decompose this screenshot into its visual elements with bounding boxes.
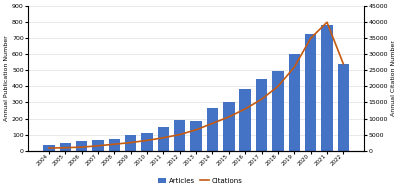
Bar bbox=[158, 127, 169, 151]
Citations bbox=[112, 143, 117, 145]
Citations bbox=[210, 122, 215, 124]
Bar bbox=[288, 54, 300, 151]
Bar bbox=[272, 71, 284, 151]
Bar bbox=[60, 143, 71, 151]
Citations bbox=[194, 129, 198, 131]
Y-axis label: Annual Publication Number: Annual Publication Number bbox=[4, 36, 9, 121]
Citations bbox=[325, 21, 330, 23]
Bar bbox=[141, 133, 153, 151]
Citations bbox=[145, 139, 150, 142]
Citations bbox=[259, 98, 264, 100]
Bar bbox=[108, 139, 120, 151]
Bar bbox=[92, 140, 104, 151]
Citations bbox=[161, 137, 166, 139]
Bar bbox=[338, 64, 349, 151]
Bar bbox=[321, 25, 333, 151]
Bar bbox=[43, 145, 55, 151]
Citations bbox=[177, 133, 182, 136]
Y-axis label: Annual Citation Number: Annual Citation Number bbox=[391, 40, 396, 116]
Citations bbox=[63, 147, 68, 149]
Bar bbox=[174, 120, 186, 151]
Citations bbox=[79, 146, 84, 148]
Citations bbox=[226, 116, 231, 118]
Bar bbox=[223, 102, 234, 151]
Bar bbox=[305, 34, 316, 151]
Citations bbox=[96, 145, 100, 147]
Bar bbox=[256, 79, 267, 151]
Citations bbox=[292, 66, 297, 68]
Citations bbox=[276, 85, 280, 88]
Bar bbox=[190, 121, 202, 151]
Citations bbox=[341, 63, 346, 65]
Citations bbox=[308, 37, 313, 39]
Bar bbox=[76, 141, 87, 151]
Line: Citations: Citations bbox=[49, 22, 343, 148]
Bar bbox=[207, 108, 218, 151]
Citations bbox=[46, 147, 51, 149]
Bar bbox=[125, 135, 136, 151]
Legend: Articles, Citations: Articles, Citations bbox=[155, 175, 245, 187]
Citations bbox=[243, 108, 248, 110]
Bar bbox=[240, 89, 251, 151]
Citations bbox=[128, 142, 133, 144]
